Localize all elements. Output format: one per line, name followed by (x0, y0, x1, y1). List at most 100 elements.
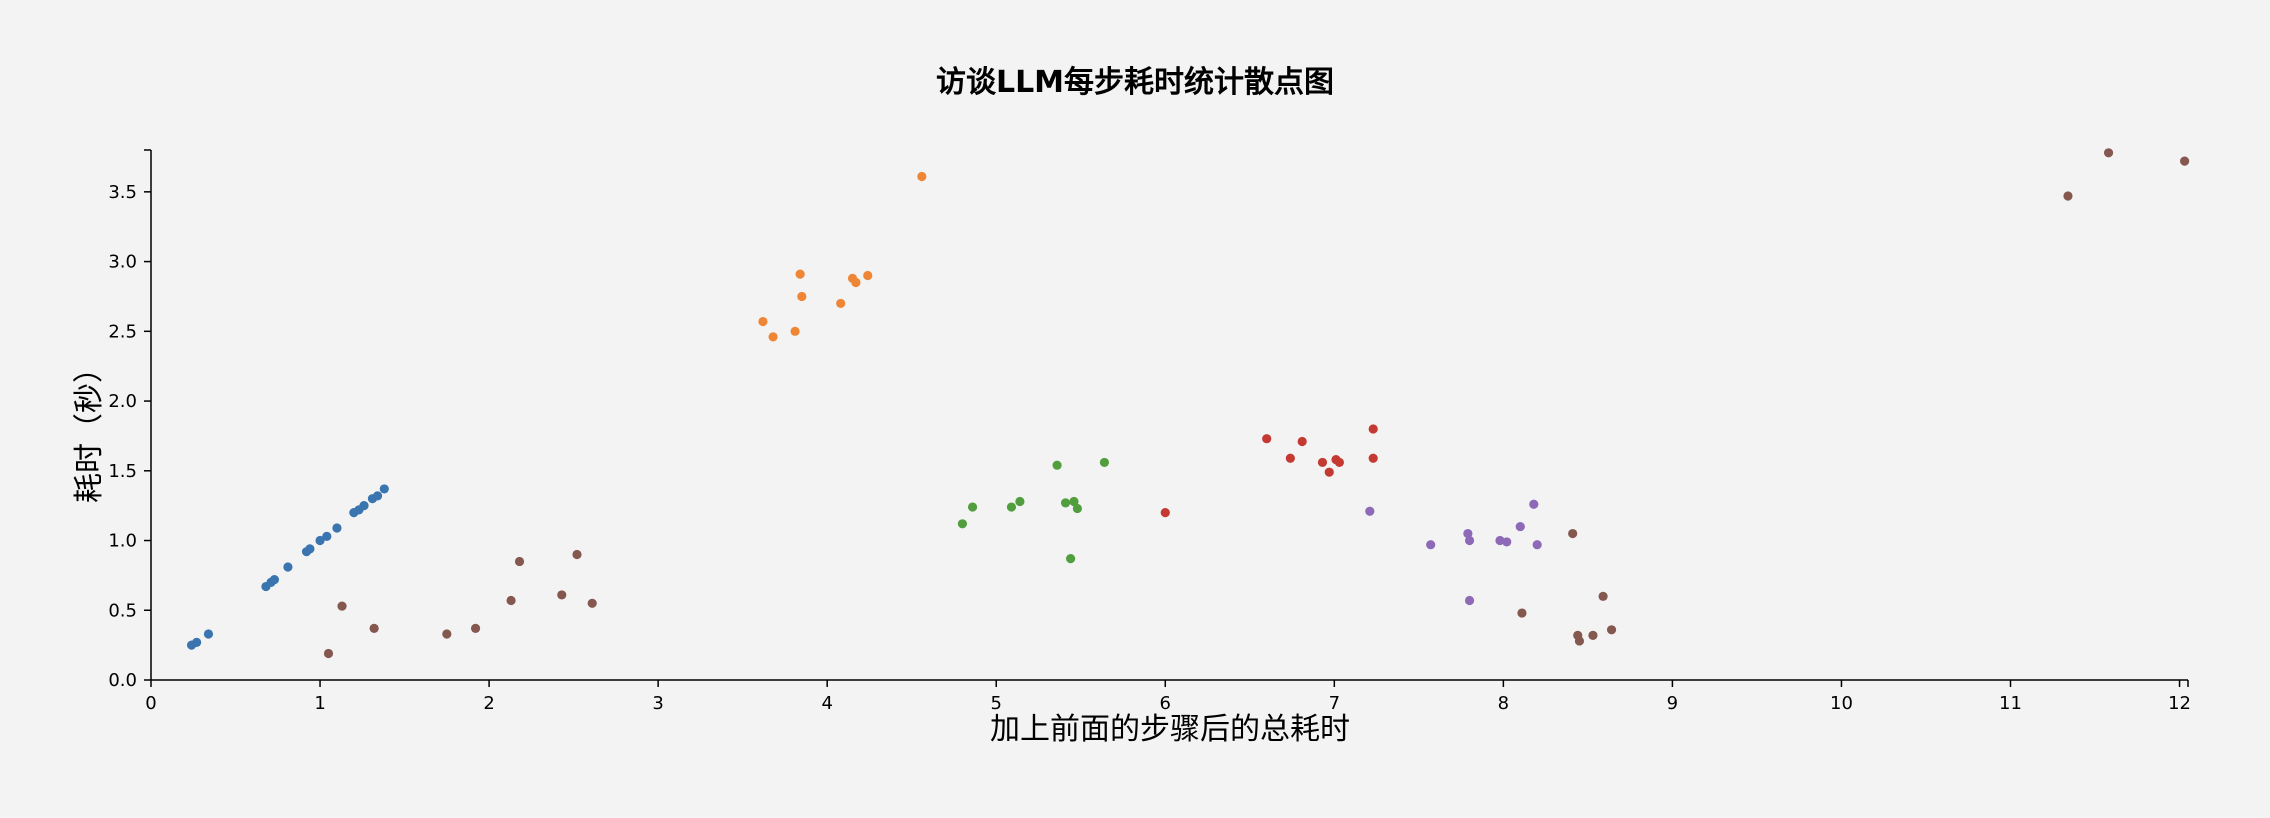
x-tick-label: 0 (145, 693, 156, 714)
series-5 (1365, 499, 1542, 606)
x-tick-label: 12 (2168, 693, 2191, 714)
data-point (1568, 528, 1578, 539)
x-tick-label: 2 (483, 693, 494, 714)
data-point (557, 590, 567, 600)
data-point (359, 501, 369, 511)
x-tick-label: 3 (652, 693, 663, 714)
y-tick-label: 2.5 (108, 321, 137, 342)
data-point (1006, 502, 1017, 512)
data-point (1517, 608, 1527, 618)
data-point (1463, 528, 1473, 539)
y-axis-title: 耗时（秒） (72, 353, 107, 503)
y-tick-label: 3.5 (108, 182, 137, 203)
x-tick-label: 10 (1830, 693, 1853, 714)
data-point (1160, 508, 1170, 518)
data-point (1099, 457, 1110, 468)
data-point (1285, 453, 1295, 463)
data-point (379, 484, 389, 494)
data-points (186, 148, 2190, 659)
y-tick-label: 0.0 (108, 670, 137, 691)
data-point (506, 595, 516, 606)
data-point (1066, 554, 1076, 564)
data-point (470, 623, 481, 633)
data-point (1052, 460, 1062, 470)
data-point (587, 598, 597, 608)
data-point (1502, 537, 1512, 547)
x-tick-label: 11 (1999, 693, 2022, 714)
data-point (1574, 636, 1585, 646)
data-point (851, 277, 861, 288)
data-point (337, 601, 347, 611)
data-point (369, 623, 379, 633)
data-point (1324, 467, 1334, 477)
data-point (203, 629, 214, 639)
y-tick-label: 0.5 (108, 600, 137, 621)
data-point (1464, 535, 1475, 546)
data-point (283, 562, 293, 572)
data-point (1368, 424, 1378, 434)
data-point (514, 556, 525, 567)
data-point (2063, 191, 2073, 201)
x-tick-label: 5 (991, 693, 1002, 714)
data-point (572, 549, 582, 560)
x-axis-title: 加上前面的步骤后的总耗时 (990, 712, 1350, 747)
data-point (967, 502, 978, 512)
data-point (323, 648, 334, 659)
data-point (758, 316, 768, 327)
data-point (1069, 496, 1079, 507)
data-point (1317, 457, 1328, 468)
series-2 (758, 171, 927, 342)
data-point (917, 171, 927, 182)
data-point (1365, 506, 1375, 516)
x-tick-label: 7 (1329, 693, 1340, 714)
x-tick-label: 6 (1160, 693, 1171, 714)
data-point (372, 491, 383, 501)
data-point (1262, 434, 1272, 444)
x-tick-label: 1 (314, 693, 325, 714)
data-point (1297, 436, 1307, 447)
data-point (269, 574, 280, 585)
data-point (1464, 595, 1475, 606)
series-3 (957, 457, 1110, 564)
chart-title: 访谈LLM每步耗时统计散点图 (936, 65, 1334, 100)
data-point (1368, 453, 1378, 463)
data-point (795, 269, 805, 279)
data-point (768, 332, 778, 342)
data-point (332, 523, 342, 533)
series-4 (1160, 424, 1378, 518)
data-point (1515, 521, 1525, 532)
y-tick-label: 3.0 (108, 252, 137, 273)
data-point (442, 629, 452, 639)
y-tick-label: 1.0 (108, 531, 137, 552)
data-point (2103, 148, 2114, 158)
data-point (790, 326, 800, 336)
y-tick-label: 1.5 (108, 461, 137, 482)
x-tick-label: 4 (821, 693, 832, 714)
data-point (863, 270, 873, 281)
data-point (322, 531, 332, 541)
x-tick-label: 9 (1667, 693, 1678, 714)
data-point (957, 519, 968, 529)
data-point (1588, 630, 1598, 640)
data-point (836, 298, 846, 309)
x-tick-label: 8 (1498, 693, 1509, 714)
series-1 (186, 484, 389, 650)
data-point (1015, 496, 1025, 507)
data-point (1532, 540, 1542, 550)
data-point (1606, 625, 1617, 635)
data-point (1426, 540, 1436, 550)
data-point (1334, 457, 1344, 468)
data-point (1598, 591, 1608, 601)
axes: 0 1 2 3 4 5 6 7 8 9 10 11 120.00.51.01.52.02.53.03.5 (108, 149, 2191, 714)
series-6 (323, 148, 2190, 659)
data-point (192, 637, 202, 647)
data-point (315, 535, 325, 546)
y-tick-label: 2.0 (108, 391, 137, 412)
data-point (2180, 156, 2190, 166)
data-point (797, 291, 807, 302)
data-point (1072, 503, 1082, 514)
data-point (1060, 498, 1071, 508)
data-point (1529, 499, 1539, 509)
